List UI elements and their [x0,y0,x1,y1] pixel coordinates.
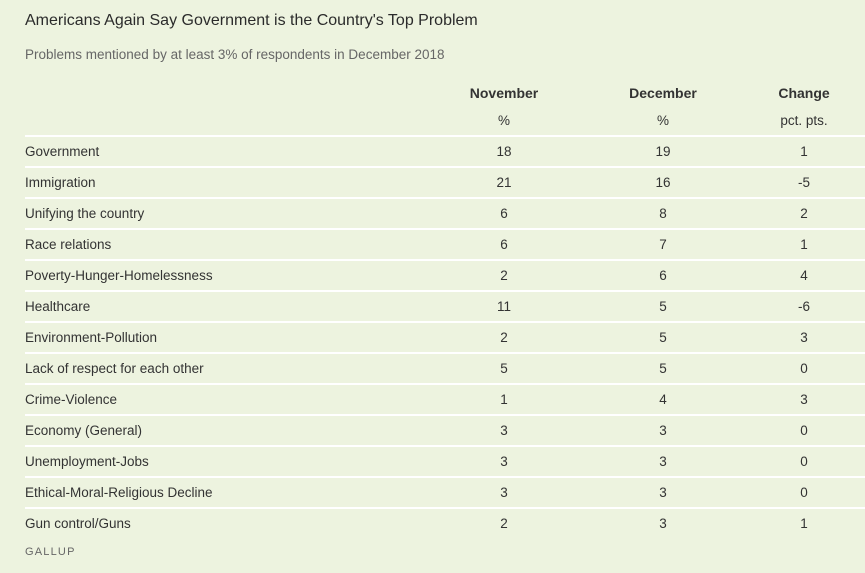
problem-label: Government [25,135,425,167]
problem-label: Immigration [25,166,425,198]
table-row: Healthcare 11 5 -6 [25,290,865,322]
change-value: 0 [743,414,865,446]
header-change: Change [778,84,830,101]
problem-label: Crime-Violence [25,383,425,415]
december-value: 5 [583,290,743,322]
november-value: 11 [425,290,583,322]
december-value: 19 [583,135,743,167]
november-value: 5 [425,352,583,384]
table-row: Government 18 19 1 [25,135,865,167]
unit-november: % [497,112,510,128]
november-value: 2 [425,259,583,291]
source-label: GALLUP [25,546,76,558]
problem-label: Lack of respect for each other [25,352,425,384]
november-value: 1 [425,383,583,415]
november-value: 18 [425,135,583,167]
november-value: 6 [425,228,583,260]
problem-label: Economy (General) [25,414,425,446]
table-row: Unifying the country 6 8 2 [25,197,865,229]
table-row: Economy (General) 3 3 0 [25,414,865,446]
table-row: Unemployment-Jobs 3 3 0 [25,445,865,477]
change-value: 3 [743,383,865,415]
header-row: November December Change [25,80,865,105]
change-value: 1 [743,135,865,167]
november-value: 3 [425,445,583,477]
problem-label: Race relations [25,228,425,260]
december-value: 3 [583,507,743,538]
december-value: 8 [583,197,743,229]
change-value: -5 [743,166,865,198]
december-value: 4 [583,383,743,415]
change-value: 0 [743,352,865,384]
change-value: 3 [743,321,865,353]
december-value: 3 [583,476,743,508]
november-value: 21 [425,166,583,198]
change-value: 0 [743,476,865,508]
chart-subtitle: Problems mentioned by at least 3% of res… [25,47,445,62]
chart-title: Americans Again Say Government is the Co… [25,12,478,29]
change-value: -6 [743,290,865,322]
problems-table: November December Change % % pct. pts. G… [25,80,865,538]
problem-label: Unemployment-Jobs [25,445,425,477]
change-value: 0 [743,445,865,477]
table-row: Environment-Pollution 2 5 3 [25,321,865,353]
problem-label: Healthcare [25,290,425,322]
change-value: 4 [743,259,865,291]
december-value: 5 [583,321,743,353]
november-value: 2 [425,321,583,353]
table-row: Ethical-Moral-Religious Decline 3 3 0 [25,476,865,508]
table-row: Poverty-Hunger-Homelessness 2 6 4 [25,259,865,291]
november-value: 2 [425,507,583,538]
december-value: 6 [583,259,743,291]
december-value: 3 [583,414,743,446]
november-value: 3 [425,476,583,508]
table-row: Gun control/Guns 2 3 1 [25,507,865,538]
change-value: 1 [743,507,865,538]
unit-blank [25,105,425,136]
problem-label: Environment-Pollution [25,321,425,353]
december-value: 5 [583,352,743,384]
november-value: 6 [425,197,583,229]
problem-label: Ethical-Moral-Religious Decline [25,476,425,508]
header-november: November [469,84,539,101]
unit-change: pct. pts. [780,112,828,128]
december-value: 7 [583,228,743,260]
header-december: December [629,84,697,101]
table-row: Race relations 6 7 1 [25,228,865,260]
problem-label: Poverty-Hunger-Homelessness [25,259,425,291]
table-row: Immigration 21 16 -5 [25,166,865,198]
problem-label: Unifying the country [25,197,425,229]
december-value: 3 [583,445,743,477]
units-row: % % pct. pts. [25,105,865,136]
table-row: Lack of respect for each other 5 5 0 [25,352,865,384]
change-value: 2 [743,197,865,229]
problem-label: Gun control/Guns [25,507,425,538]
header-blank [25,80,425,105]
change-value: 1 [743,228,865,260]
unit-december: % [656,112,669,128]
table-row: Crime-Violence 1 4 3 [25,383,865,415]
november-value: 3 [425,414,583,446]
december-value: 16 [583,166,743,198]
